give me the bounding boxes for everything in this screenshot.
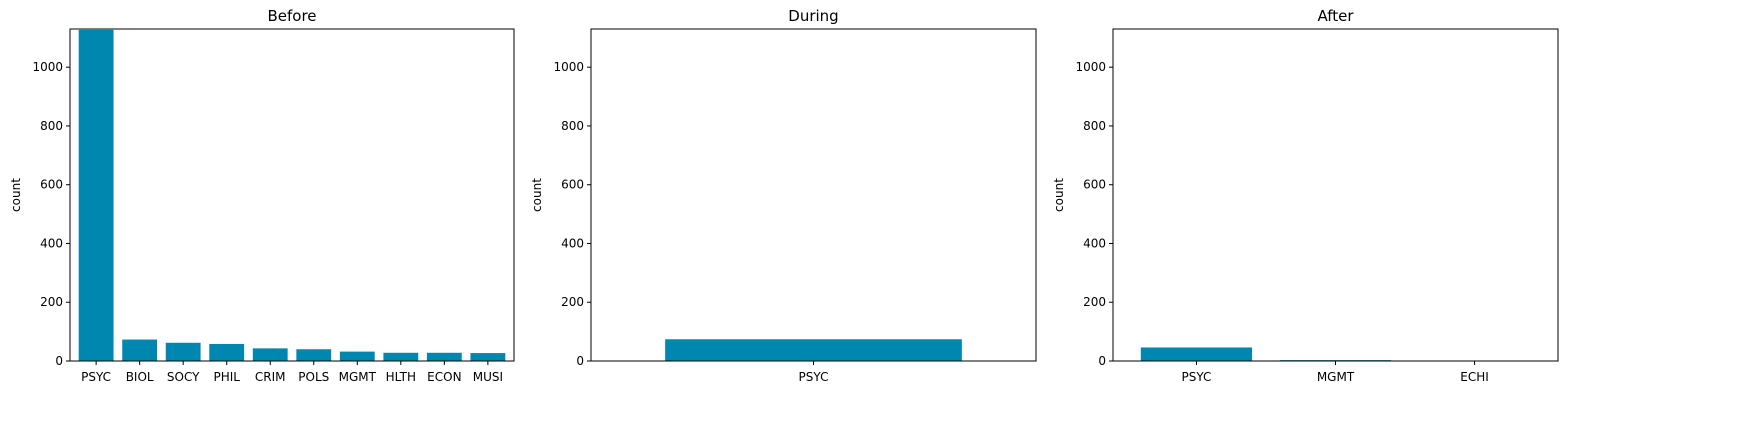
x-tick-label: MGMT (1317, 370, 1355, 384)
y-tick-label: 600 (1083, 178, 1106, 192)
bar-phil (209, 343, 245, 361)
y-axis-label: count (1052, 178, 1066, 212)
chart-panel-before: Before count 0 200 400 600 800 1000 PSYC BIOL SOCY… (9, 7, 515, 384)
y-axis-label: count (9, 178, 23, 212)
plot-frame (1112, 28, 1559, 362)
x-tick-label: ECHI (1460, 370, 1489, 384)
chart-panel-during: During count 0 200 400 600 800 1000 PSYC (530, 7, 1037, 384)
chart-title: During (788, 7, 838, 25)
bar-econ (426, 352, 462, 361)
y-tick-label: 400 (561, 236, 584, 250)
plot-frame (69, 28, 515, 362)
y-tick-label: 1000 (32, 60, 63, 74)
y-tick-label: 800 (561, 119, 584, 133)
x-tick-label: PSYC (81, 370, 111, 384)
y-tick-label: 600 (40, 178, 63, 192)
y-axis-label: count (530, 178, 544, 212)
bar-musi (470, 353, 506, 361)
y-tick-label: 600 (561, 178, 584, 192)
x-tick-label: PSYC (799, 370, 829, 384)
x-tick-label: BIOL (126, 370, 154, 384)
bar-biol (122, 339, 158, 361)
chart-title: Before (267, 7, 316, 25)
chart-panel-after: After count 0 200 400 600 800 1000 PSYC MGMT ECHI (1052, 7, 1559, 384)
plot-frame (590, 28, 1037, 362)
x-tick-label: POLS (298, 370, 329, 384)
bar-pols (296, 349, 332, 361)
x-tick-label: SOCY (167, 370, 200, 384)
x-tick-label: HLTH (386, 370, 416, 384)
y-tick-label: 0 (55, 354, 63, 368)
bar-crim (252, 348, 288, 361)
y-tick-label: 800 (1083, 119, 1106, 133)
y-tick-label: 200 (561, 295, 584, 309)
bar-socy (165, 342, 201, 361)
bar-psyc (78, 29, 114, 362)
y-tick-label: 0 (576, 354, 584, 368)
x-tick-label: PHIL (213, 370, 240, 384)
chart-title: After (1317, 7, 1354, 25)
x-tick-label: ECON (427, 370, 461, 384)
x-tick-label: PSYC (1181, 370, 1211, 384)
y-tick-label: 200 (40, 295, 63, 309)
bar-psyc (665, 339, 962, 361)
y-tick-label: 400 (40, 236, 63, 250)
y-tick-label: 200 (1083, 295, 1106, 309)
x-tick-label: MGMT (339, 370, 377, 384)
y-tick-label: 1000 (553, 60, 584, 74)
x-tick-label: CRIM (255, 370, 286, 384)
bar-hlth (383, 352, 419, 361)
x-tick-label: MUSI (473, 370, 503, 384)
y-tick-label: 800 (40, 119, 63, 133)
bar-mgmt (339, 351, 375, 361)
y-tick-label: 400 (1083, 236, 1106, 250)
y-tick-label: 1000 (1075, 60, 1106, 74)
y-tick-label: 0 (1098, 354, 1106, 368)
bar-psyc (1140, 347, 1253, 361)
